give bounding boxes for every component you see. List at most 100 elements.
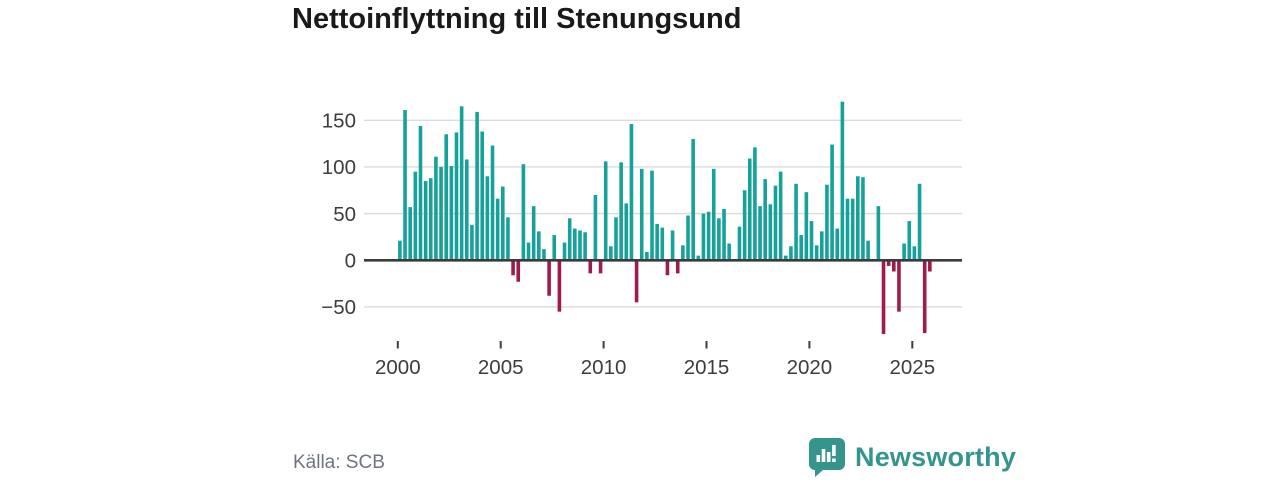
- bar-2010Q4: [619, 162, 623, 261]
- bar-2021Q3: [840, 101, 845, 261]
- bar-2005Q2: [506, 217, 510, 261]
- bar-2012Q3: [655, 223, 659, 261]
- bar-2004Q1: [480, 131, 485, 261]
- bar-2009Q2: [588, 260, 593, 274]
- bar-2019Q3: [799, 235, 804, 261]
- bar-2011Q4: [639, 168, 644, 261]
- bar-2015Q1: [706, 211, 711, 261]
- bar-2024Q4: [907, 221, 912, 261]
- bar-2001Q1: [418, 125, 423, 261]
- y-tick-label-0: 0: [345, 249, 356, 272]
- x-tick-label-2025: 2025: [889, 356, 935, 379]
- bar-2004Q4: [495, 198, 500, 261]
- bar-2019Q4: [804, 192, 809, 261]
- bar-2004Q2: [485, 176, 490, 261]
- bar-2010Q3: [614, 217, 618, 261]
- bar-2021Q1: [830, 144, 834, 261]
- bar-2006Q2: [526, 242, 531, 261]
- x-tick-label-2015: 2015: [684, 356, 730, 379]
- bar-2024Q3: [902, 243, 906, 261]
- bar-2025Q3: [922, 260, 927, 334]
- bar-2017Q4: [763, 179, 767, 261]
- bar-2025Q1: [912, 246, 917, 261]
- bar-2004Q3: [490, 145, 495, 261]
- bar-2002Q4: [454, 132, 459, 261]
- bar-2016Q3: [737, 226, 742, 261]
- bar-2025Q2: [917, 183, 922, 261]
- bar-2008Q4: [578, 230, 582, 261]
- bar-2007Q1: [542, 249, 546, 261]
- bar-2018Q2: [773, 185, 778, 261]
- bar-2010Q1: [603, 161, 608, 261]
- bar-2016Q4: [742, 190, 747, 261]
- bar-2014Q1: [686, 215, 690, 261]
- bar-2005Q4: [516, 260, 521, 282]
- bar-2005Q3: [511, 260, 515, 276]
- bar-2016Q1: [727, 243, 731, 261]
- bar-2009Q3: [593, 194, 598, 261]
- bar-2023Q4: [886, 260, 891, 266]
- bar-2022Q3: [861, 177, 865, 261]
- bar-2020Q2: [814, 245, 819, 261]
- bar-2006Q1: [521, 164, 526, 261]
- bar-2020Q1: [809, 221, 814, 261]
- source-note: Källa: SCB: [293, 452, 385, 473]
- bar-2003Q2: [464, 159, 469, 261]
- bar-2008Q3: [573, 228, 577, 261]
- bar-2011Q2: [629, 124, 634, 261]
- bar-2024Q1: [892, 260, 896, 272]
- bar-2011Q3: [634, 260, 639, 303]
- bar-2015Q4: [722, 208, 726, 261]
- bar-2013Q4: [681, 245, 685, 261]
- newsworthy-logo-text: Newsworthy: [855, 441, 1017, 472]
- bar-2013Q2: [670, 230, 675, 261]
- bar-2022Q2: [856, 176, 860, 261]
- bar-2010Q2: [609, 246, 613, 261]
- newsworthy-logo-icon: [809, 438, 845, 477]
- bar-2007Q4: [557, 260, 562, 312]
- bar-2013Q1: [665, 260, 670, 276]
- x-tick-label-2020: 2020: [787, 356, 833, 379]
- bar-2023Q3: [881, 260, 886, 335]
- bar-2011Q1: [624, 203, 629, 261]
- bar-2005Q1: [501, 186, 505, 261]
- bar-2012Q2: [650, 170, 654, 261]
- bar-2023Q2: [876, 206, 881, 261]
- bar-2017Q3: [758, 206, 762, 261]
- bar-2007Q3: [552, 235, 557, 261]
- bar-2019Q2: [794, 183, 798, 261]
- bar-2022Q4: [866, 240, 870, 261]
- x-tick-label-2000: 2000: [375, 356, 421, 379]
- bar-2014Q3: [696, 255, 701, 261]
- bar-2022Q1: [850, 198, 855, 261]
- logo-bar-1: [816, 455, 821, 462]
- bar-2015Q3: [717, 218, 721, 261]
- bar-2017Q2: [753, 147, 757, 261]
- bar-2009Q1: [583, 232, 587, 261]
- bar-2003Q3: [470, 224, 474, 261]
- bar-2000Q1: [398, 240, 402, 261]
- bar-2024Q2: [897, 260, 901, 312]
- y-tick-label-150: 150: [322, 109, 356, 132]
- bar-2001Q2: [423, 180, 428, 261]
- bar-2017Q1: [747, 158, 752, 261]
- logo-exclamation-dot: [832, 458, 836, 462]
- bar-2015Q2: [711, 168, 716, 261]
- bar-2019Q1: [789, 246, 793, 261]
- bar-2020Q3: [819, 231, 824, 261]
- y-tick-label--50: −50: [321, 296, 356, 319]
- bar-2014Q2: [691, 138, 695, 261]
- logo-exclamation-stem: [832, 445, 836, 456]
- newsworthy-logo: Newsworthy: [808, 437, 1016, 477]
- bar-2018Q1: [768, 204, 773, 261]
- chart-title: Nettoinflyttning till Stenungsund: [292, 3, 742, 35]
- x-tick-label-2005: 2005: [478, 356, 524, 379]
- bar-2012Q4: [660, 227, 665, 261]
- y-tick-label-50: 50: [333, 203, 356, 226]
- bar-2008Q1: [562, 242, 567, 261]
- y-tick-label-100: 100: [322, 156, 356, 179]
- logo-bar-3: [826, 452, 831, 462]
- bar-2012Q1: [645, 251, 649, 261]
- bar-2018Q4: [783, 255, 788, 261]
